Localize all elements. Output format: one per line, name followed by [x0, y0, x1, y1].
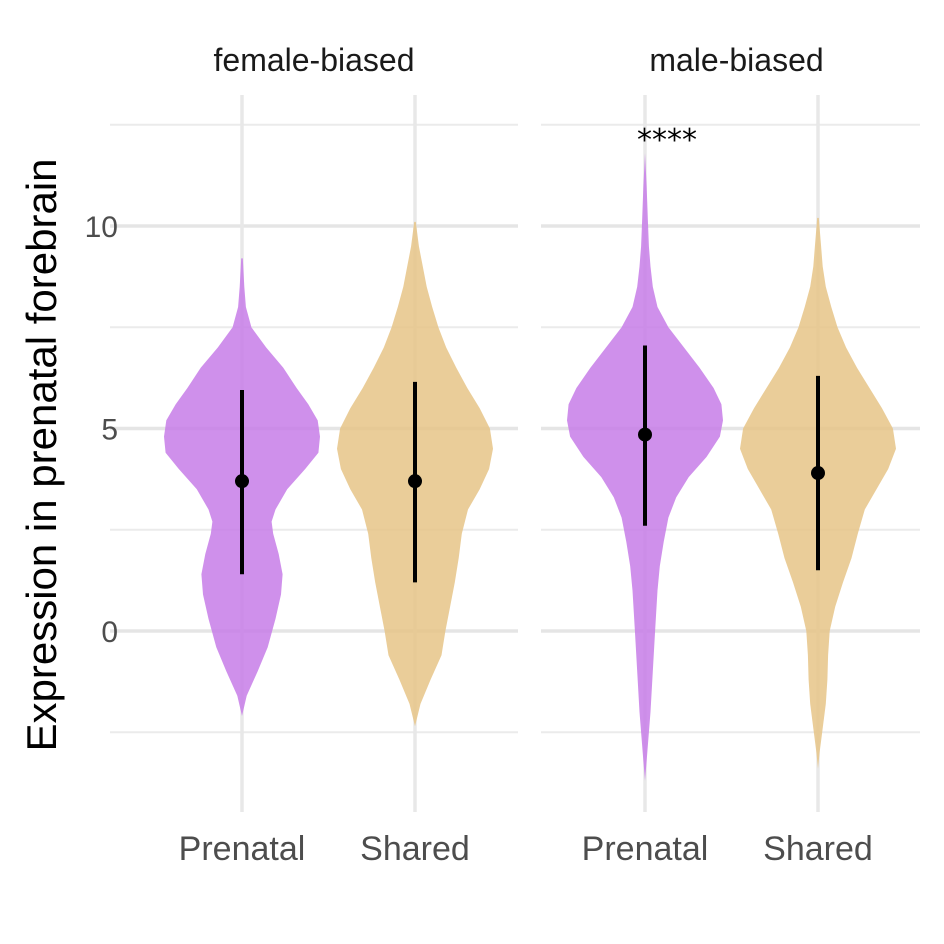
error-bar-layer	[235, 345, 825, 582]
significance-annotation: ****	[637, 123, 697, 158]
violin-layer	[164, 153, 896, 781]
x-tick-label: Shared	[763, 830, 873, 868]
y-tick-label: 10	[85, 211, 118, 244]
y-axis-title: Expression in prenatal forebrain	[18, 158, 65, 751]
median-point	[408, 474, 422, 488]
x-tick-label: Prenatal	[179, 830, 306, 868]
y-tick-label: 0	[101, 616, 118, 649]
panel-title: female-biased	[214, 42, 415, 78]
x-tick-label: Shared	[360, 830, 470, 868]
x-tick-label: Prenatal	[582, 830, 709, 868]
median-point	[235, 474, 249, 488]
median-point	[638, 428, 652, 442]
y-tick-label: 5	[101, 414, 118, 447]
panel-title: male-biased	[649, 42, 823, 78]
median-point	[811, 466, 825, 480]
